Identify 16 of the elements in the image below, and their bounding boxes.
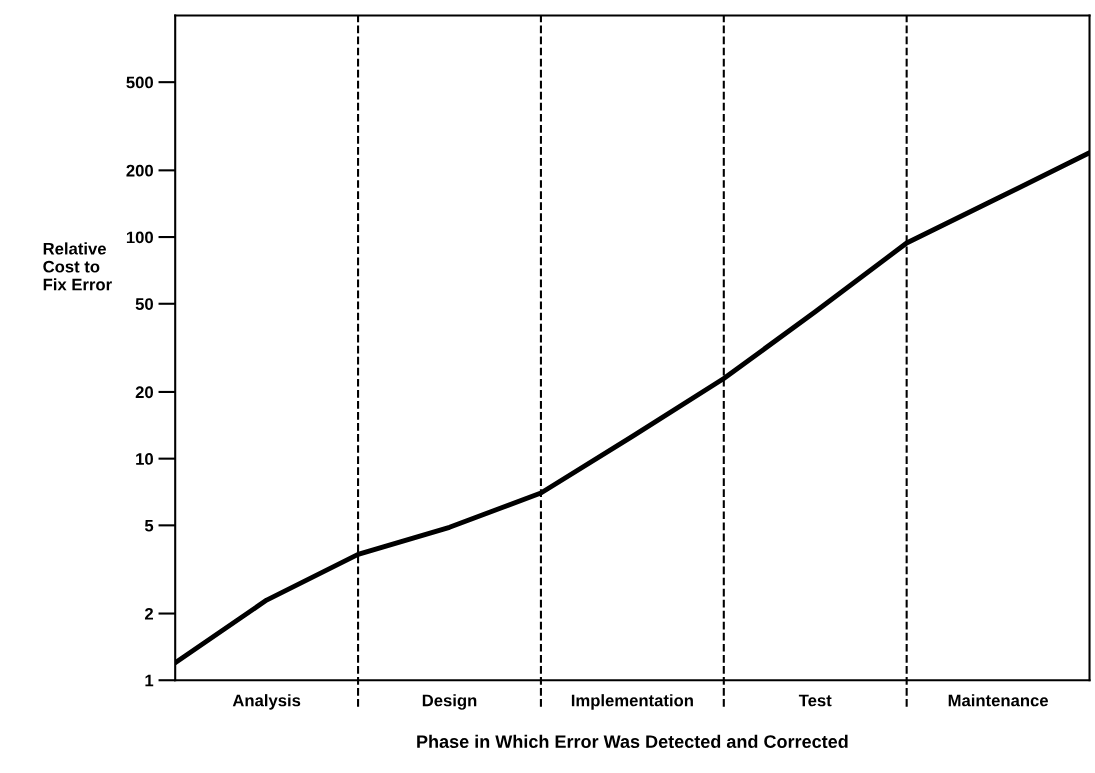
x-tick-label: Maintenance [948, 694, 1048, 707]
y-tick-label: 1 [145, 674, 154, 687]
y-tick-label: 500 [126, 76, 153, 89]
y-tick-label: 10 [136, 453, 153, 465]
x-tick-label: Design [422, 694, 477, 710]
x-tick-label: Implementation [571, 694, 693, 710]
y-tick-label: 100 [126, 231, 153, 244]
y-tick-label: 200 [126, 164, 153, 177]
y-tick-label: 2 [144, 607, 154, 620]
y-tick-label: 20 [135, 386, 153, 399]
y-tick-label: 50 [135, 298, 153, 310]
y-tick-label: 5 [144, 519, 154, 532]
x-tick-label: Test [798, 694, 832, 707]
x-tick-label: Analysis [232, 694, 301, 710]
y-axis-title: Relative Cost to Fix Error [43, 242, 112, 291]
x-axis-title: Phase in Which Error Was Detected and Corrected [417, 734, 848, 748]
